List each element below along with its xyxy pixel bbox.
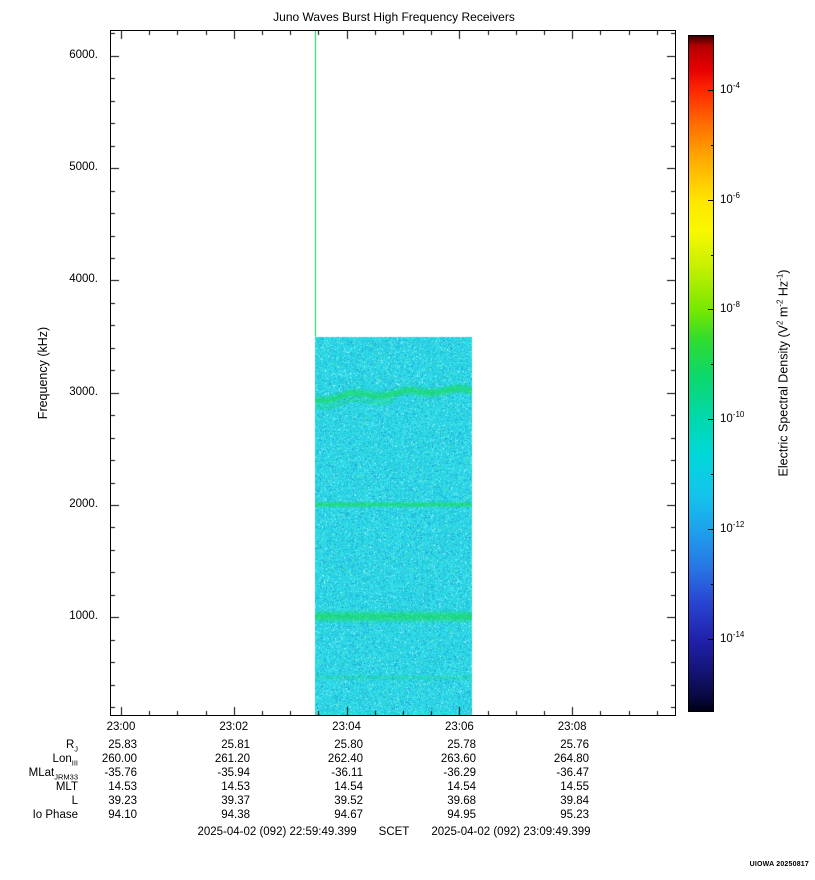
ephemeris-value: 39.68	[447, 795, 476, 807]
ephemeris-value: 25.80	[334, 739, 363, 751]
ephemeris-value: 14.53	[221, 781, 250, 793]
credit-stamp: UIOWA 20250817	[749, 861, 809, 868]
ephemeris-row: LonIII 260.00 261.20 262.40 263.60 264.80	[0, 752, 589, 767]
ephemeris-value: 25.76	[560, 739, 589, 751]
chart-title: Juno Waves Burst High Frequency Receiver…	[273, 10, 515, 24]
ephemeris-table: RJ 25.83 25.81 25.80 25.78 25.76 LonIII 260.00 2…	[0, 738, 589, 822]
y-tick-label: 6000.	[69, 48, 98, 61]
x-tick-label: 23:08	[557, 721, 587, 733]
ephemeris-value: 14.54	[334, 781, 363, 793]
colorbar-tick	[711, 474, 713, 476]
x-tick-label: 23:06	[444, 721, 474, 733]
y-tick-label: 1000.	[69, 610, 98, 623]
colorbar-label-part: Hz	[776, 280, 791, 300]
colorbar-tick	[711, 364, 713, 366]
ephemeris-value: -36.47	[556, 767, 589, 779]
ephemeris-value: 94.95	[447, 809, 476, 821]
colorbar-tick	[708, 309, 713, 311]
ephemeris-value: -35.94	[217, 767, 250, 779]
ephemeris-value: 94.67	[334, 809, 363, 821]
colorbar-label-part: )	[776, 269, 791, 274]
ephemeris-value: 94.10	[108, 809, 137, 821]
ephemeris-value: 14.55	[560, 781, 589, 793]
y-tick-label: 4000.	[69, 273, 98, 286]
colorbar-tick-label: 10-4	[720, 80, 740, 96]
x-tick-label: 23:00	[106, 721, 136, 733]
y-axis-label: Frequency (kHz)	[36, 326, 50, 420]
ephemeris-value: -35.76	[104, 767, 137, 779]
scet-end: 2025-04-02 (092) 23:09:49.399	[431, 826, 591, 838]
x-tick-label: 23:04	[332, 721, 361, 733]
y-tick-label: 3000.	[69, 385, 98, 398]
colorbar	[688, 35, 714, 712]
colorbar-tick	[708, 89, 713, 91]
ephemeris-value: 263.60	[440, 753, 476, 765]
colorbar-label-part: Electric Spectral Density (V	[776, 325, 791, 477]
ephemeris-row: Io Phase 94.10 94.38 94.67 94.95 95.23	[0, 808, 589, 822]
colorbar-tick-label: 10-6	[720, 190, 740, 206]
ephemeris-value: 39.23	[108, 795, 137, 807]
colorbar-tick-label: 10-14	[720, 629, 745, 645]
colorbar-tick	[708, 638, 713, 640]
ephemeris-value: -36.29	[443, 767, 476, 779]
colorbar-tick-label: 10-12	[720, 519, 745, 535]
ephemeris-value: 39.37	[221, 795, 250, 807]
colorbar-tick	[708, 199, 713, 201]
colorbar-tick	[708, 419, 713, 421]
ephemeris-value: 25.78	[447, 739, 476, 751]
scet-label: SCET	[378, 826, 410, 838]
ephemeris-row: MLT 14.53 14.53 14.54 14.54 14.55	[0, 780, 589, 794]
scet-start: 2025-04-02 (092) 22:59:49.399	[197, 826, 357, 838]
ephemeris-row-label: Io Phase	[32, 809, 78, 821]
ephemeris-row-label: MLatJRM33	[28, 767, 78, 782]
colorbar-tick	[711, 693, 713, 695]
colorbar-label-part: m	[776, 306, 791, 321]
ephemeris-row: RJ 25.83 25.81 25.80 25.78 25.76	[0, 738, 589, 753]
ephemeris-row-label: RJ	[65, 739, 78, 754]
colorbar-tick	[711, 254, 713, 256]
y-tick-label: 5000.	[69, 161, 98, 174]
ephemeris-row-label: LonIII	[52, 753, 78, 768]
ephemeris-value: 25.83	[108, 739, 137, 751]
colorbar-label-exponent: -1	[775, 273, 785, 281]
scet-range: 2025-04-02 (092) 22:59:49.399 SCET 2025-…	[111, 826, 677, 838]
ephemeris-value: 14.54	[447, 781, 476, 793]
ephemeris-value: 39.52	[334, 795, 363, 807]
spectrogram-canvas	[111, 31, 675, 715]
x-tick-label: 23:02	[219, 721, 249, 733]
colorbar-axis-label: Electric Spectral Density (V2 m-2 Hz-1)	[775, 270, 790, 477]
colorbar-tick	[708, 528, 713, 530]
y-tick-label: 2000.	[69, 498, 98, 511]
ephemeris-row: L 39.23 39.37 39.52 39.68 39.84	[0, 794, 589, 808]
ephemeris-value: -36.11	[331, 767, 363, 779]
ephemeris-value: 14.53	[108, 781, 137, 793]
colorbar-tick	[711, 583, 713, 585]
ephemeris-value: 262.40	[327, 753, 363, 765]
ephemeris-value: 25.81	[221, 739, 250, 751]
ephemeris-value: 39.84	[560, 795, 589, 807]
ephemeris-value: 264.80	[553, 753, 589, 765]
ephemeris-row-label: L	[71, 795, 78, 807]
colorbar-label-exponent: -2	[775, 299, 785, 307]
colorbar-tick-label: 10-10	[720, 410, 745, 425]
colorbar-label-exponent: 2	[775, 320, 785, 326]
ephemeris-value: 94.38	[221, 809, 250, 821]
ephemeris-row-label: MLT	[55, 781, 78, 793]
colorbar-tick-label: 10-8	[720, 300, 740, 316]
ephemeris-row: MLatJRM33 -35.76 -35.94 -36.11 -36.29 -36.47	[0, 766, 589, 781]
ephemeris-value: 260.00	[101, 753, 137, 765]
ephemeris-value: 95.23	[560, 809, 589, 821]
ephemeris-value: 261.20	[214, 753, 250, 765]
colorbar-tick	[711, 144, 713, 146]
